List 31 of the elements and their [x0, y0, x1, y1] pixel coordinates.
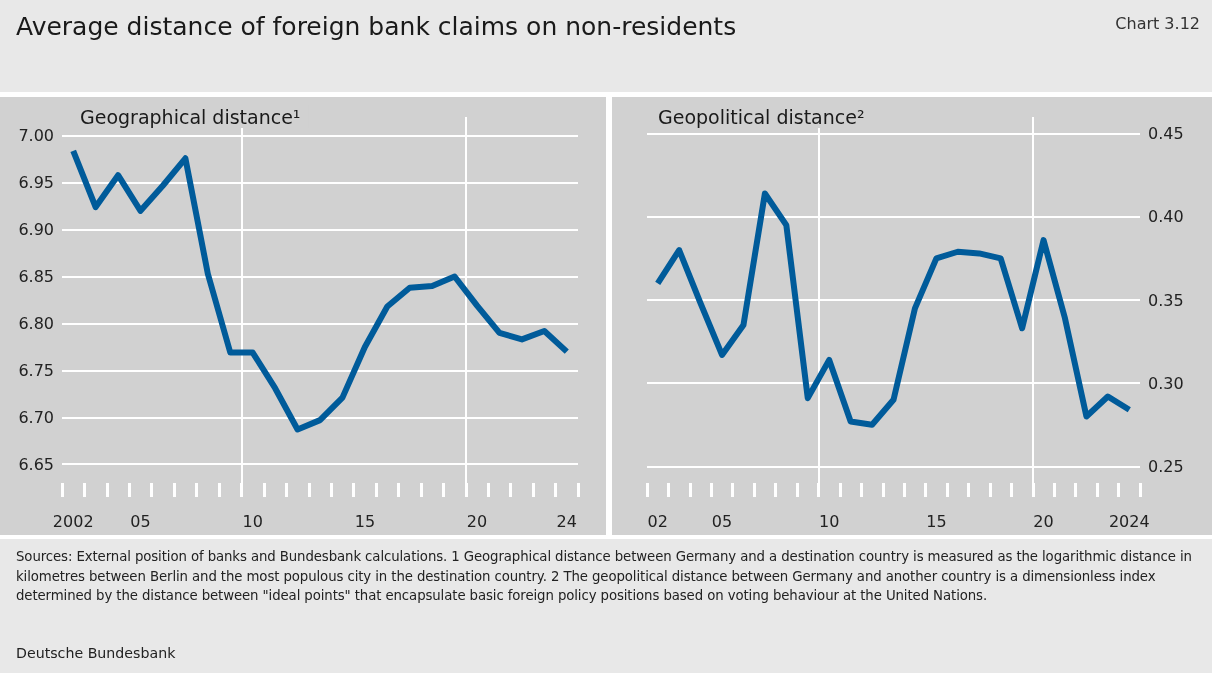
source-note: Sources: External position of banks and Bundesbank calculations. 1 Geographical distance between Germany and a destination country is measured as the logarithmic distance in kilometres between Berlin and the most populous city in the destination country. 2 The geopolitical distance between Germany and another country is a dimensionless index determined by the distance between "ideal points" that encapsulate basic foreign policy positions based on voting behaviour at the United Nations.: [16, 548, 1193, 605]
x-tick-label: 2002: [52, 511, 94, 531]
x-tick-label: 15: [926, 511, 947, 531]
y-tick-label: 6.85: [18, 267, 54, 287]
y-tick-label: 0.40: [1148, 207, 1184, 227]
x-tick-label: 05: [130, 511, 151, 531]
chart-title: Geographical distance¹: [80, 105, 301, 128]
y-tick-label: 7.00: [18, 126, 54, 146]
x-tick-label: 05: [711, 511, 733, 531]
y-tick-label: 6.90: [18, 220, 54, 240]
x-tick-label: 10: [242, 511, 263, 531]
y-tick-label: 0.45: [1148, 124, 1184, 144]
y-tick-label: 0.25: [1148, 456, 1184, 476]
x-tick-label: 20: [1033, 511, 1054, 531]
x-tick-label: 10: [819, 511, 840, 531]
text: Average distance of foreign bank claims on non-residents: [16, 12, 737, 41]
x-tick-label: 2024: [1108, 511, 1150, 531]
y-tick-label: 6.80: [18, 313, 54, 333]
x-tick-label: 20: [466, 511, 488, 531]
x-tick-label: 02: [647, 511, 668, 531]
y-tick-label: 6.75: [18, 360, 54, 380]
x-tick-label: 15: [354, 511, 376, 531]
y-tick-label: 6.65: [18, 454, 54, 474]
y-tick-label: 6.95: [18, 173, 54, 193]
chart-title: Geopolitical distance²: [658, 105, 865, 128]
text: Chart 3.12: [1115, 14, 1200, 33]
text: Deutsche Bundesbank: [16, 645, 176, 661]
y-tick-label: 0.35: [1148, 290, 1184, 310]
y-tick-label: 0.30: [1148, 373, 1184, 393]
y-tick-label: 6.70: [18, 407, 54, 427]
x-tick-label: 24: [556, 511, 577, 531]
